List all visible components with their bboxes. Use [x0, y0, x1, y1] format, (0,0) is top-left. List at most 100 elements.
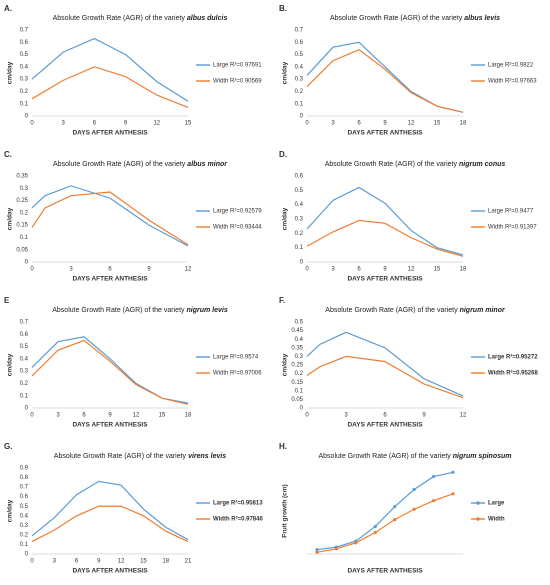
panel: D. Absolute Growth Rate (AGR) of the vari… — [279, 150, 537, 283]
x-axis-label: DAYS AFTER ANTHESIS — [72, 130, 148, 137]
panel: H. Absolute Growth Rate (AGR) of the vari… — [279, 442, 512, 575]
series-line — [31, 480, 189, 541]
legend-label: Large R²=0.95813 — [213, 500, 263, 507]
x-tick-label: 18 — [460, 267, 467, 273]
y-tick-label: 0.5 — [295, 320, 304, 326]
y-tick-label: 0.35 — [291, 345, 303, 351]
legend-marker — [476, 517, 480, 521]
y-tick-label: 0.3 — [295, 77, 304, 83]
chart-title: Absolute Growth Rate (AGR) of the variet… — [318, 453, 511, 460]
y-tick-label: 0.4 — [295, 64, 304, 70]
legend-label: Width R²=0.90569 — [213, 79, 262, 85]
legend-label: Width R²=0.95268 — [488, 370, 538, 377]
panel: F. Absolute Growth Rate (AGR) of the vari… — [279, 296, 538, 429]
y-tick-label: 0.2 — [295, 371, 304, 377]
y-tick-label: 0.6 — [20, 332, 29, 338]
title-text: Absolute Growth Rate (AGR) of the variet… — [53, 161, 186, 168]
chart-title: Absolute Growth Rate (AGR) of the variet… — [52, 307, 228, 314]
x-tick-label: 6 — [75, 559, 79, 565]
x-tick-label: 0 — [305, 267, 309, 273]
y-tick-label: 0.4 — [295, 202, 304, 208]
panel-label: G. — [4, 442, 12, 451]
legend-label: Width R²=0.97663 — [488, 79, 537, 85]
panel: C. Absolute Growth Rate (AGR) of the vari… — [4, 150, 262, 283]
x-axis-label: DAYS AFTER ANTHESIS — [347, 422, 423, 429]
title-text: Absolute Growth Rate (AGR) of the variet… — [53, 15, 186, 22]
point — [315, 550, 319, 554]
y-tick-label: 0 — [25, 114, 29, 120]
point — [451, 470, 455, 474]
y-tick-label: 0.6 — [295, 40, 304, 46]
y-tick-label: 0.2 — [295, 231, 304, 237]
y-tick-label: 0.6 — [295, 174, 304, 180]
point — [393, 505, 397, 509]
point — [315, 548, 319, 552]
x-tick-label: 18 — [185, 413, 192, 419]
x-tick-label: 12 — [408, 121, 415, 127]
legend-label: Large R²=0.9574 — [213, 355, 259, 361]
variety: nigrum spinosum — [453, 453, 512, 460]
x-tick-label: 0 — [30, 121, 34, 127]
x-tick-label: 0 — [305, 121, 309, 127]
y-tick-label: 0.25 — [291, 363, 303, 369]
y-tick-label: 0.1 — [20, 235, 29, 241]
y-tick-label: 0.5 — [295, 188, 304, 194]
chart-title: Absolute Growth Rate (AGR) of the variet… — [325, 161, 506, 168]
point — [412, 507, 416, 511]
x-tick-label: 6 — [82, 413, 86, 419]
x-tick-label: 6 — [383, 413, 387, 419]
panel: A. Absolute Growth Rate (AGR) of the vari… — [4, 4, 262, 137]
variety: nigrum minor — [460, 307, 506, 314]
series-line — [31, 185, 189, 247]
point — [334, 547, 339, 551]
y-tick-label: 0.5 — [20, 344, 29, 350]
x-tick-label: 12 — [118, 559, 125, 565]
chart-title: Absolute Growth Rate (AGR) of the variet… — [325, 307, 506, 314]
x-tick-label: 15 — [185, 121, 192, 127]
series-line — [306, 331, 464, 397]
legend-label: Width R²=0.91397 — [488, 225, 537, 231]
x-tick-label: 9 — [422, 413, 426, 419]
x-axis-label: DAYS AFTER ANTHESIS — [347, 276, 423, 283]
variety: albus levis — [464, 15, 500, 22]
title-text: Absolute Growth Rate (AGR) of the variet… — [325, 307, 458, 314]
point — [412, 487, 416, 492]
legend-marker — [476, 501, 480, 505]
y-tick-label: 0.35 — [16, 174, 28, 180]
x-tick-label: 6 — [93, 121, 97, 127]
series-line — [31, 66, 189, 108]
variety: nigrum levis — [187, 307, 228, 314]
y-tick-label: 0.05 — [16, 247, 28, 253]
panel-label: E — [4, 296, 10, 305]
x-tick-label: 3 — [344, 413, 348, 419]
series-line — [306, 41, 464, 113]
y-tick-label: 0.2 — [295, 89, 304, 95]
y-tick-label: 0 — [300, 406, 304, 412]
y-tick-label: 0.3 — [295, 217, 304, 223]
y-tick-label: 0.1 — [20, 101, 29, 107]
y-axis-label: Fruit growth (cm) — [282, 484, 289, 537]
y-tick-label: 0 — [300, 114, 304, 120]
x-tick-label: 9 — [108, 413, 112, 419]
point — [373, 530, 377, 535]
y-axis-label: cm/day — [7, 499, 14, 522]
y-tick-label: 0.6 — [20, 494, 29, 500]
y-tick-label: 0.4 — [295, 337, 304, 343]
chart-title: Absolute Growth Rate (AGR) of the variet… — [54, 453, 227, 460]
y-tick-label: 0.9 — [20, 466, 29, 472]
x-tick-label: 0 — [30, 267, 34, 273]
panel-label: B. — [279, 4, 287, 13]
variety: albus minor — [187, 161, 228, 168]
x-tick-label: 9 — [383, 267, 387, 273]
x-tick-label: 18 — [460, 121, 467, 127]
variety: virens levis — [188, 453, 226, 460]
y-tick-label: 0.3 — [20, 186, 29, 192]
x-tick-label: 6 — [108, 267, 112, 273]
panel: G. Absolute Growth Rate (AGR) of the vari… — [4, 442, 263, 575]
title-text: Absolute Growth Rate (AGR) of the variet… — [330, 15, 463, 22]
legend-label: Width R²=0.97846 — [213, 516, 263, 523]
x-axis-label: DAYS AFTER ANTHESIS — [72, 568, 148, 575]
y-tick-label: 0.7 — [295, 28, 304, 34]
